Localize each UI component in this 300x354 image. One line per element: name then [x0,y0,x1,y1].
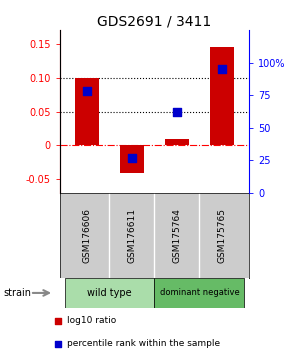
Bar [165,139,189,145]
Bar [64,278,154,308]
Text: GSM175765: GSM175765 [218,208,226,263]
Text: GSM175764: GSM175764 [172,208,182,263]
Bar [75,78,99,145]
Bar [210,47,234,145]
Text: percentile rank within the sample: percentile rank within the sample [67,339,220,348]
Title: GDS2691 / 3411: GDS2691 / 3411 [98,15,212,29]
Text: log10 ratio: log10 ratio [67,316,116,325]
Bar [154,278,244,308]
Point [85,88,89,94]
Point [130,155,134,161]
Text: strain: strain [3,288,31,298]
Text: wild type: wild type [87,288,132,298]
Text: GSM176606: GSM176606 [82,208,91,263]
Bar [120,145,144,172]
Point [220,66,224,72]
Text: GSM176611: GSM176611 [128,208,136,263]
Text: dominant negative: dominant negative [160,289,239,297]
Point [56,341,61,347]
Point [175,109,179,115]
Point [56,318,61,324]
